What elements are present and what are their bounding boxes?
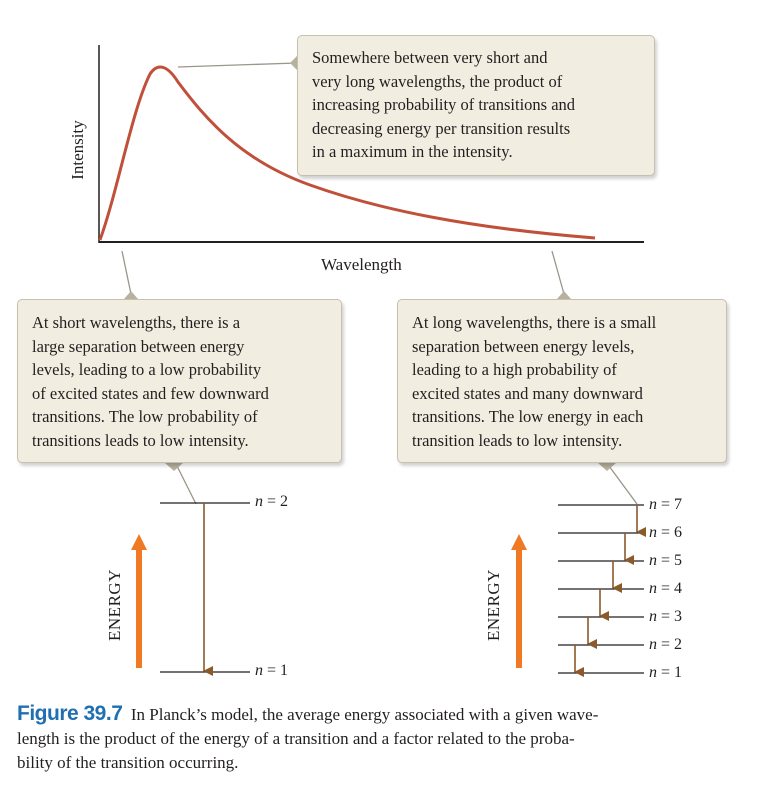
figure-number: Figure 39.7 — [17, 702, 123, 725]
level-label-right-n4: n = 4 — [649, 580, 683, 597]
callout-line: decreasing energy per transition results — [312, 118, 571, 138]
pointer-tip-right-up — [557, 291, 571, 299]
callout-long-wavelengths: At long wavelengths, there is a small se… — [397, 299, 727, 463]
right-levels — [558, 504, 644, 674]
level-label-left-n1: n = 1 — [255, 662, 289, 679]
callout-line: of excited states and few downward — [32, 383, 269, 403]
pointer-left-up — [121, 250, 132, 295]
x-axis-label: Wavelength — [321, 255, 402, 274]
pointer-tip-left-up — [124, 291, 138, 299]
level-label-right-n7: n = 7 — [649, 496, 683, 513]
callout-line: transitions. The low probability of — [32, 407, 258, 426]
callout-line: levels, leading to a low probability — [32, 360, 262, 379]
level-label-right-n3: n = 3 — [649, 608, 683, 625]
caption-line: Figure 39.7 In Planck’s model, the avera… — [17, 702, 599, 725]
pointer-right-down — [608, 465, 638, 505]
callout-line: increasing probability of transitions an… — [312, 95, 576, 114]
level-label-right-n1: n = 1 — [649, 664, 683, 681]
callout-line: separation between energy levels, — [412, 336, 635, 356]
callout-line: very long wavelengths, the product of — [312, 71, 563, 91]
intensity-curve — [98, 65, 596, 241]
pointer-right-up — [551, 250, 565, 295]
left-energy-arrow — [131, 534, 147, 668]
callout-short-wavelengths: At short wavelengths, there is a large s… — [17, 299, 342, 463]
callout-line: transitions leads to low intensity. — [32, 430, 249, 450]
level-label-left-n2: n = 2 — [255, 493, 289, 510]
pointer-top — [177, 62, 298, 68]
y-axis-label: Intensity — [68, 120, 87, 180]
callout-line: Somewhere between very short and — [312, 48, 548, 67]
callout-line: At short wavelengths, there is a — [32, 313, 241, 332]
level-label-right-n5: n = 5 — [649, 552, 683, 569]
callout-line: leading to a high probability of — [412, 360, 617, 379]
pointer-tip-top — [290, 56, 297, 70]
energy-label-left: ENERGY — [105, 569, 124, 641]
caption-line: bility of the transition occurring. — [17, 753, 239, 772]
pointer-tip-left-down — [165, 463, 183, 471]
right-transition-arrows — [574, 505, 646, 677]
callout-pointers — [121, 62, 638, 505]
pointer-tip-right-down — [598, 463, 616, 471]
callout-line: transitions. The low energy in each — [412, 407, 644, 426]
callout-maximum: Somewhere between very short and very lo… — [297, 35, 655, 176]
level-label-right-n2: n = 2 — [649, 636, 683, 653]
callout-line: excited states and many downward — [412, 383, 643, 403]
figure-caption: Figure 39.7 In Planck’s model, the avera… — [17, 702, 747, 775]
callout-line: transition leads to low intensity. — [412, 430, 623, 450]
callout-line: At long wavelengths, there is a small — [412, 313, 657, 332]
callout-line: in a maximum in the intensity. — [312, 142, 513, 161]
pointer-ends — [124, 56, 616, 471]
right-energy-arrow — [511, 534, 527, 668]
caption-line: length is the product of the energy of a… — [17, 729, 575, 748]
pointer-left-down — [176, 465, 197, 505]
callout-line: large separation between energy — [32, 336, 245, 356]
energy-label-right: ENERGY — [484, 569, 503, 641]
level-label-right-n6: n = 6 — [649, 524, 683, 541]
